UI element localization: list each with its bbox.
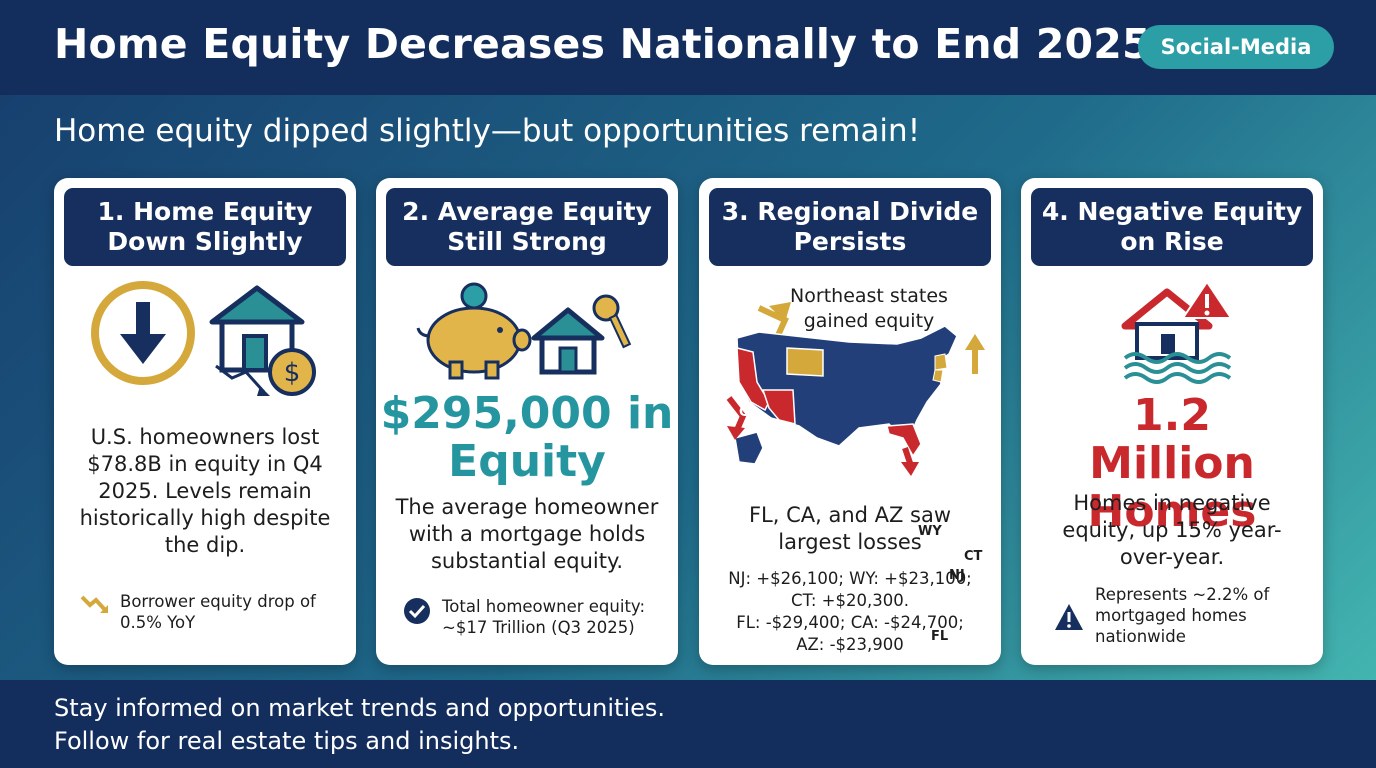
category-badge: Social-Media	[1138, 25, 1334, 69]
note-line: FL: -$29,400; CA: -$24,700;	[736, 613, 964, 632]
piggy-bank-icon	[416, 282, 532, 380]
card-body: FL, CA, and AZ saw largest losses	[748, 503, 952, 554]
house-flood-warning-icon	[1121, 280, 1233, 384]
map-label-fl: FL	[931, 629, 949, 644]
page-subtitle: Home equity dipped slightly—but opportun…	[54, 113, 921, 149]
map-label-ct: CT	[964, 549, 983, 564]
card-body: U.S. homeowners lost $78.8B in equity in…	[79, 425, 331, 557]
map-label-nj: NJ	[949, 568, 965, 583]
us-map-icon	[726, 302, 985, 476]
house-key-icon	[531, 294, 632, 375]
card-heading: 2. Average Equity Still Strong	[386, 188, 668, 266]
footer-line-1: Stay informed on market trends and oppor…	[54, 694, 666, 722]
card-note: NJ: +$26,100; WY: +$23,100; CT: +$20,300…	[713, 568, 987, 656]
house-dollar-icon: $	[209, 285, 316, 396]
map-label-az: AZ	[769, 422, 789, 437]
card-icons	[376, 278, 678, 408]
card-note: Represents ~2.2% of mortgaged homes nati…	[1053, 584, 1293, 647]
trend-down-icon	[80, 595, 108, 613]
warning-icon	[1055, 604, 1083, 630]
card-negative-equity: 4. Negative Equity on Rise 1.2 Million H…	[1021, 178, 1323, 665]
page-title: Home Equity Decreases Nationally to End …	[54, 20, 1151, 68]
trend-down-icon	[215, 364, 270, 396]
card-icons	[1021, 278, 1323, 408]
footer-bar	[0, 680, 1376, 768]
card-average-equity: 2. Average Equity Still Strong $295,000 …	[376, 178, 678, 665]
card-icons: $	[54, 278, 356, 408]
average-equity-value: $295,000 in Equity	[380, 388, 674, 487]
card-heading: 1. Home Equity Down Slightly	[64, 188, 346, 266]
map-label-wy: WY	[918, 524, 942, 539]
footer-line-2: Follow for real estate tips and insights…	[54, 727, 520, 755]
card-note-text: Total homeowner equity: ~$17 Trillion (Q…	[442, 597, 646, 637]
card-note-text: Borrower equity drop of 0.5% YoY	[120, 592, 316, 632]
note-line: CT: +$20,300.	[791, 591, 909, 610]
card-note: Borrower equity drop of 0.5% YoY	[80, 591, 342, 633]
down-arrow-icon	[91, 281, 195, 385]
note-line: AZ: -$23,900	[796, 635, 904, 654]
footer-cta: Stay informed on market trends and oppor…	[54, 692, 665, 758]
card-heading: 3. Regional Divide Persists	[709, 188, 991, 266]
negative-equity-value: 1.2 Million Homes	[1087, 390, 1257, 537]
check-circle-icon	[404, 598, 430, 624]
svg-text:$: $	[284, 358, 301, 388]
card-note: Total homeowner equity: ~$17 Trillion (Q…	[402, 596, 664, 638]
card-body: Homes in negative equity, up 15% year-ov…	[1062, 491, 1282, 569]
card-note-text: Represents ~2.2% of mortgaged homes nati…	[1095, 585, 1270, 646]
card-heading: 4. Negative Equity on Rise	[1031, 188, 1313, 266]
card-equity-down: 1. Home Equity Down Slightly $ U.S. home…	[54, 178, 356, 665]
map-caption: Northeast states gained equity	[790, 285, 948, 332]
note-line: NJ: +$26,100; WY: +$23,100;	[728, 569, 972, 588]
card-regional-divide: 3. Regional Divide Persists Northeast st…	[699, 178, 1001, 665]
card-body: The average homeowner with a mortgage ho…	[395, 495, 659, 573]
map-label-ca: CA	[739, 405, 759, 420]
